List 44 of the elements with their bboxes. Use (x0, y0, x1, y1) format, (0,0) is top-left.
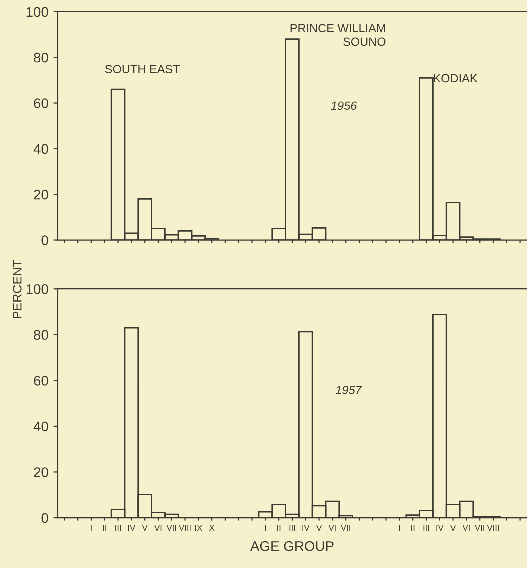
y-axis-title: PERCENT (12, 260, 22, 319)
y-tick-label: 40 (34, 144, 48, 154)
x-tick-label: I (91, 525, 92, 531)
x-tick-label: I (265, 525, 266, 531)
x-tick-label: VII (341, 525, 350, 531)
x-tick-label: V (316, 525, 322, 531)
x-tick-label: III (424, 525, 430, 531)
x-tick-label: IV (436, 525, 444, 531)
y-tick-label: 20 (34, 468, 48, 478)
x-tick-label: VI (462, 525, 470, 531)
x-tick-label: VIII (487, 525, 499, 531)
x-tick-label: III (116, 525, 121, 531)
x-tick-label: II (412, 525, 415, 531)
y-tick-label: 60 (34, 98, 48, 108)
x-tick-label: VII (475, 525, 484, 531)
annotation: 1957 (336, 386, 362, 394)
y-tick-label: 60 (34, 376, 48, 386)
annotation: 1956 (331, 102, 358, 110)
x-tick-label: VI (154, 525, 162, 531)
annotation: KODIAK (434, 74, 478, 83)
x-tick-label: VIII (179, 525, 191, 531)
y-tick-label: 0 (42, 236, 48, 246)
y-tick-label: 0 (42, 513, 48, 524)
x-tick-label: IV (302, 525, 310, 531)
x-axis-title: AGE GROUP (250, 541, 334, 552)
x-tick-label: IV (128, 525, 136, 531)
x-tick-label: V (142, 525, 148, 531)
x-tick-label: III (290, 525, 296, 531)
y-tick-label: 100 (26, 7, 48, 18)
y-tick-label: 20 (34, 190, 48, 200)
x-tick-label: X (209, 525, 215, 531)
x-tick-label: VI (328, 525, 336, 531)
x-tick-label: IX (196, 525, 202, 531)
y-tick-label: 80 (34, 52, 48, 63)
x-tick-label: II (278, 525, 281, 531)
x-tick-label: V (450, 525, 456, 531)
x-tick-label: I (399, 525, 400, 531)
annotation: PRINCE WILLIAM SOUNO (290, 24, 386, 46)
x-tick-label: VII (166, 525, 176, 531)
y-tick-label: 40 (34, 422, 48, 432)
y-tick-label: 80 (34, 330, 48, 340)
annotation: SOUTH EAST (105, 65, 180, 74)
y-tick-label: 100 (26, 284, 48, 294)
x-tick-label: II (103, 525, 106, 531)
